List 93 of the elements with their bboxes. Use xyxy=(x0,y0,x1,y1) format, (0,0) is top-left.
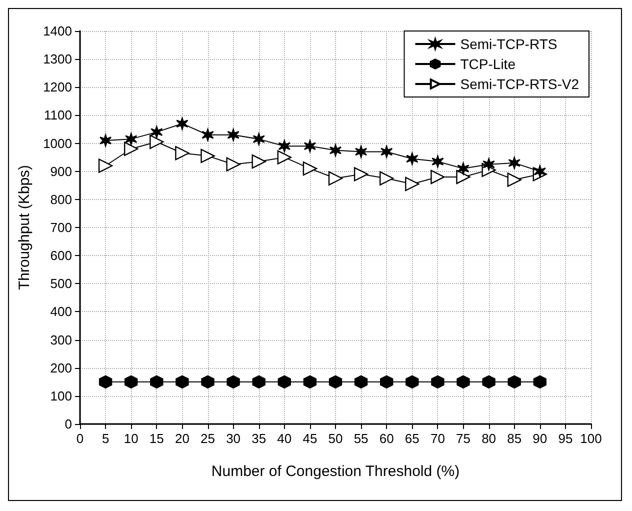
point xyxy=(508,156,520,170)
point xyxy=(430,170,445,184)
point xyxy=(226,157,240,172)
point xyxy=(202,128,214,141)
point xyxy=(125,132,138,146)
y-tick-label: 100 xyxy=(50,388,72,404)
y-tick-label: 1000 xyxy=(43,136,72,151)
point xyxy=(176,118,188,130)
point xyxy=(405,176,420,192)
y-tick-label: 400 xyxy=(50,304,72,320)
y-tick-label: 500 xyxy=(50,276,72,292)
x-axis-title: Number of Congestion Threshold (%) xyxy=(211,463,460,480)
point xyxy=(432,155,444,168)
point xyxy=(328,171,343,186)
point xyxy=(277,150,292,164)
y-tick-label: 1100 xyxy=(44,108,72,123)
point xyxy=(303,375,317,388)
point xyxy=(150,126,163,138)
point xyxy=(482,158,495,170)
point xyxy=(302,161,318,176)
legend-label: Semi-TCP-RTS-V2 xyxy=(460,76,580,92)
x-tick-label: 25 xyxy=(200,431,215,446)
point xyxy=(406,152,418,165)
x-tick-label: 100 xyxy=(580,431,602,446)
y-tick-label: 200 xyxy=(50,360,72,376)
legend-label: TCP-Lite xyxy=(460,56,516,72)
x-tick-label: 90 xyxy=(532,431,548,446)
point xyxy=(534,165,546,178)
x-tick-label: 95 xyxy=(558,431,573,446)
y-axis-title: Throughput (Kbps) xyxy=(16,164,33,290)
x-tick-label: 15 xyxy=(149,431,164,446)
point xyxy=(482,375,496,388)
x-tick-label: 60 xyxy=(379,431,394,446)
x-tick-label: 55 xyxy=(354,431,368,446)
x-tick-label: 35 xyxy=(252,431,266,446)
point xyxy=(226,375,240,388)
x-tick-label: 65 xyxy=(404,431,420,446)
y-tick-label: 1400 xyxy=(43,24,72,38)
point xyxy=(98,158,113,173)
point xyxy=(328,375,342,388)
point xyxy=(431,375,444,388)
point xyxy=(278,140,290,152)
y-tick-label: 1300 xyxy=(43,52,72,67)
x-tick-label: 50 xyxy=(328,431,343,446)
point xyxy=(380,375,394,388)
point xyxy=(227,128,240,141)
point xyxy=(329,144,342,156)
y-tick-label: 800 xyxy=(50,192,72,207)
x-tick-label: 30 xyxy=(226,431,241,446)
point xyxy=(456,375,470,388)
point xyxy=(150,375,164,388)
x-tick-label: 45 xyxy=(302,431,318,446)
point xyxy=(380,146,393,158)
point xyxy=(456,170,470,184)
point xyxy=(278,375,291,388)
point xyxy=(124,142,138,156)
point xyxy=(176,375,189,388)
legend-label: Semi-TCP-RTS xyxy=(460,36,558,52)
point xyxy=(380,171,394,186)
y-tick-label: 700 xyxy=(50,220,72,235)
y-tick-label: 0 xyxy=(64,416,72,432)
point xyxy=(252,132,265,146)
x-tick-label: 70 xyxy=(430,431,445,446)
point xyxy=(457,162,470,175)
y-tick-label: 1200 xyxy=(43,80,72,95)
point xyxy=(175,146,190,160)
point xyxy=(99,134,112,147)
point xyxy=(354,375,368,388)
x-tick-label: 85 xyxy=(507,431,522,446)
point xyxy=(150,134,164,149)
point xyxy=(200,148,215,164)
point xyxy=(508,375,521,388)
point xyxy=(252,154,266,169)
y-tick-label: 300 xyxy=(50,332,72,348)
x-tick-label: 40 xyxy=(277,431,292,446)
x-tick-label: 0 xyxy=(76,431,84,446)
point xyxy=(533,375,546,388)
y-tick-label: 600 xyxy=(50,248,72,264)
point xyxy=(252,375,266,388)
point xyxy=(201,375,214,388)
point xyxy=(124,375,138,388)
point xyxy=(507,172,522,187)
point xyxy=(354,167,368,182)
y-tick-label: 900 xyxy=(50,164,72,179)
point xyxy=(98,375,112,388)
point xyxy=(304,140,316,152)
x-tick-label: 75 xyxy=(456,431,470,446)
point xyxy=(354,146,368,158)
x-tick-label: 20 xyxy=(174,431,190,446)
x-tick-label: 5 xyxy=(102,431,110,446)
x-tick-label: 10 xyxy=(124,431,138,446)
x-tick-label: 80 xyxy=(482,431,496,446)
point xyxy=(406,375,419,388)
